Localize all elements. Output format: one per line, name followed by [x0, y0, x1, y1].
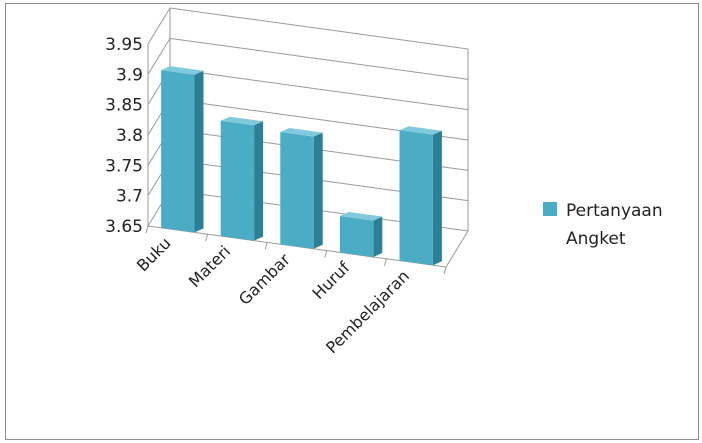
bar-top	[220, 116, 264, 126]
y-tick-label: 3.75	[105, 156, 143, 176]
bar-side	[254, 121, 264, 241]
bar-top	[161, 66, 204, 75]
x-tick-label: Gambar	[235, 250, 294, 309]
x-tick-mark	[205, 234, 209, 242]
x-tick-label: Materi	[185, 242, 234, 291]
x-tick-mark	[264, 242, 268, 250]
legend: Pertanyaan Angket	[543, 201, 663, 249]
bar-side	[313, 132, 323, 249]
bar	[220, 116, 264, 241]
x-tick-label: Huruf	[309, 258, 354, 303]
bar-side	[373, 216, 383, 257]
bar-front	[399, 130, 433, 266]
bar	[280, 128, 323, 249]
gridline	[169, 37, 469, 80]
bar-top	[280, 128, 323, 137]
bar-top	[339, 212, 383, 221]
x-tick-mark	[145, 225, 149, 234]
bar-front	[339, 216, 374, 257]
bar-side	[432, 130, 442, 266]
y-tick-label: 3.8	[116, 126, 143, 146]
y-tick-label: 3.95	[105, 35, 143, 55]
side-wall-gridline	[147, 7, 171, 45]
x-tick-mark	[383, 258, 387, 266]
x-tick-mark	[324, 250, 328, 258]
x-tick-mark	[443, 266, 447, 275]
legend-label-line2: Angket	[566, 229, 626, 249]
bar-side	[194, 70, 204, 233]
legend-label-line1: Pertanyaan	[566, 201, 663, 221]
y-tick-label: 3.65	[105, 217, 143, 237]
y-tick-label: 3.85	[105, 96, 143, 116]
y-tick-label: 3.7	[116, 187, 143, 207]
gridline	[169, 68, 469, 111]
bar-series	[161, 66, 442, 266]
floor-right-edge	[445, 230, 469, 268]
bar-front	[161, 70, 195, 233]
bar-front	[220, 120, 255, 241]
x-tick-label: Buku	[133, 233, 175, 275]
bar-top	[399, 126, 442, 135]
side-wall-gridline	[147, 38, 171, 75]
y-axis-ticks: 3.65 3.7 3.75 3.8 3.85 3.9 3.95	[105, 35, 143, 237]
bar	[399, 126, 442, 266]
y-tick-label: 3.9	[116, 65, 143, 85]
gridline	[169, 7, 469, 50]
bar-front	[280, 132, 314, 249]
bar	[161, 66, 204, 233]
legend-swatch	[543, 202, 557, 216]
bar	[339, 212, 383, 257]
